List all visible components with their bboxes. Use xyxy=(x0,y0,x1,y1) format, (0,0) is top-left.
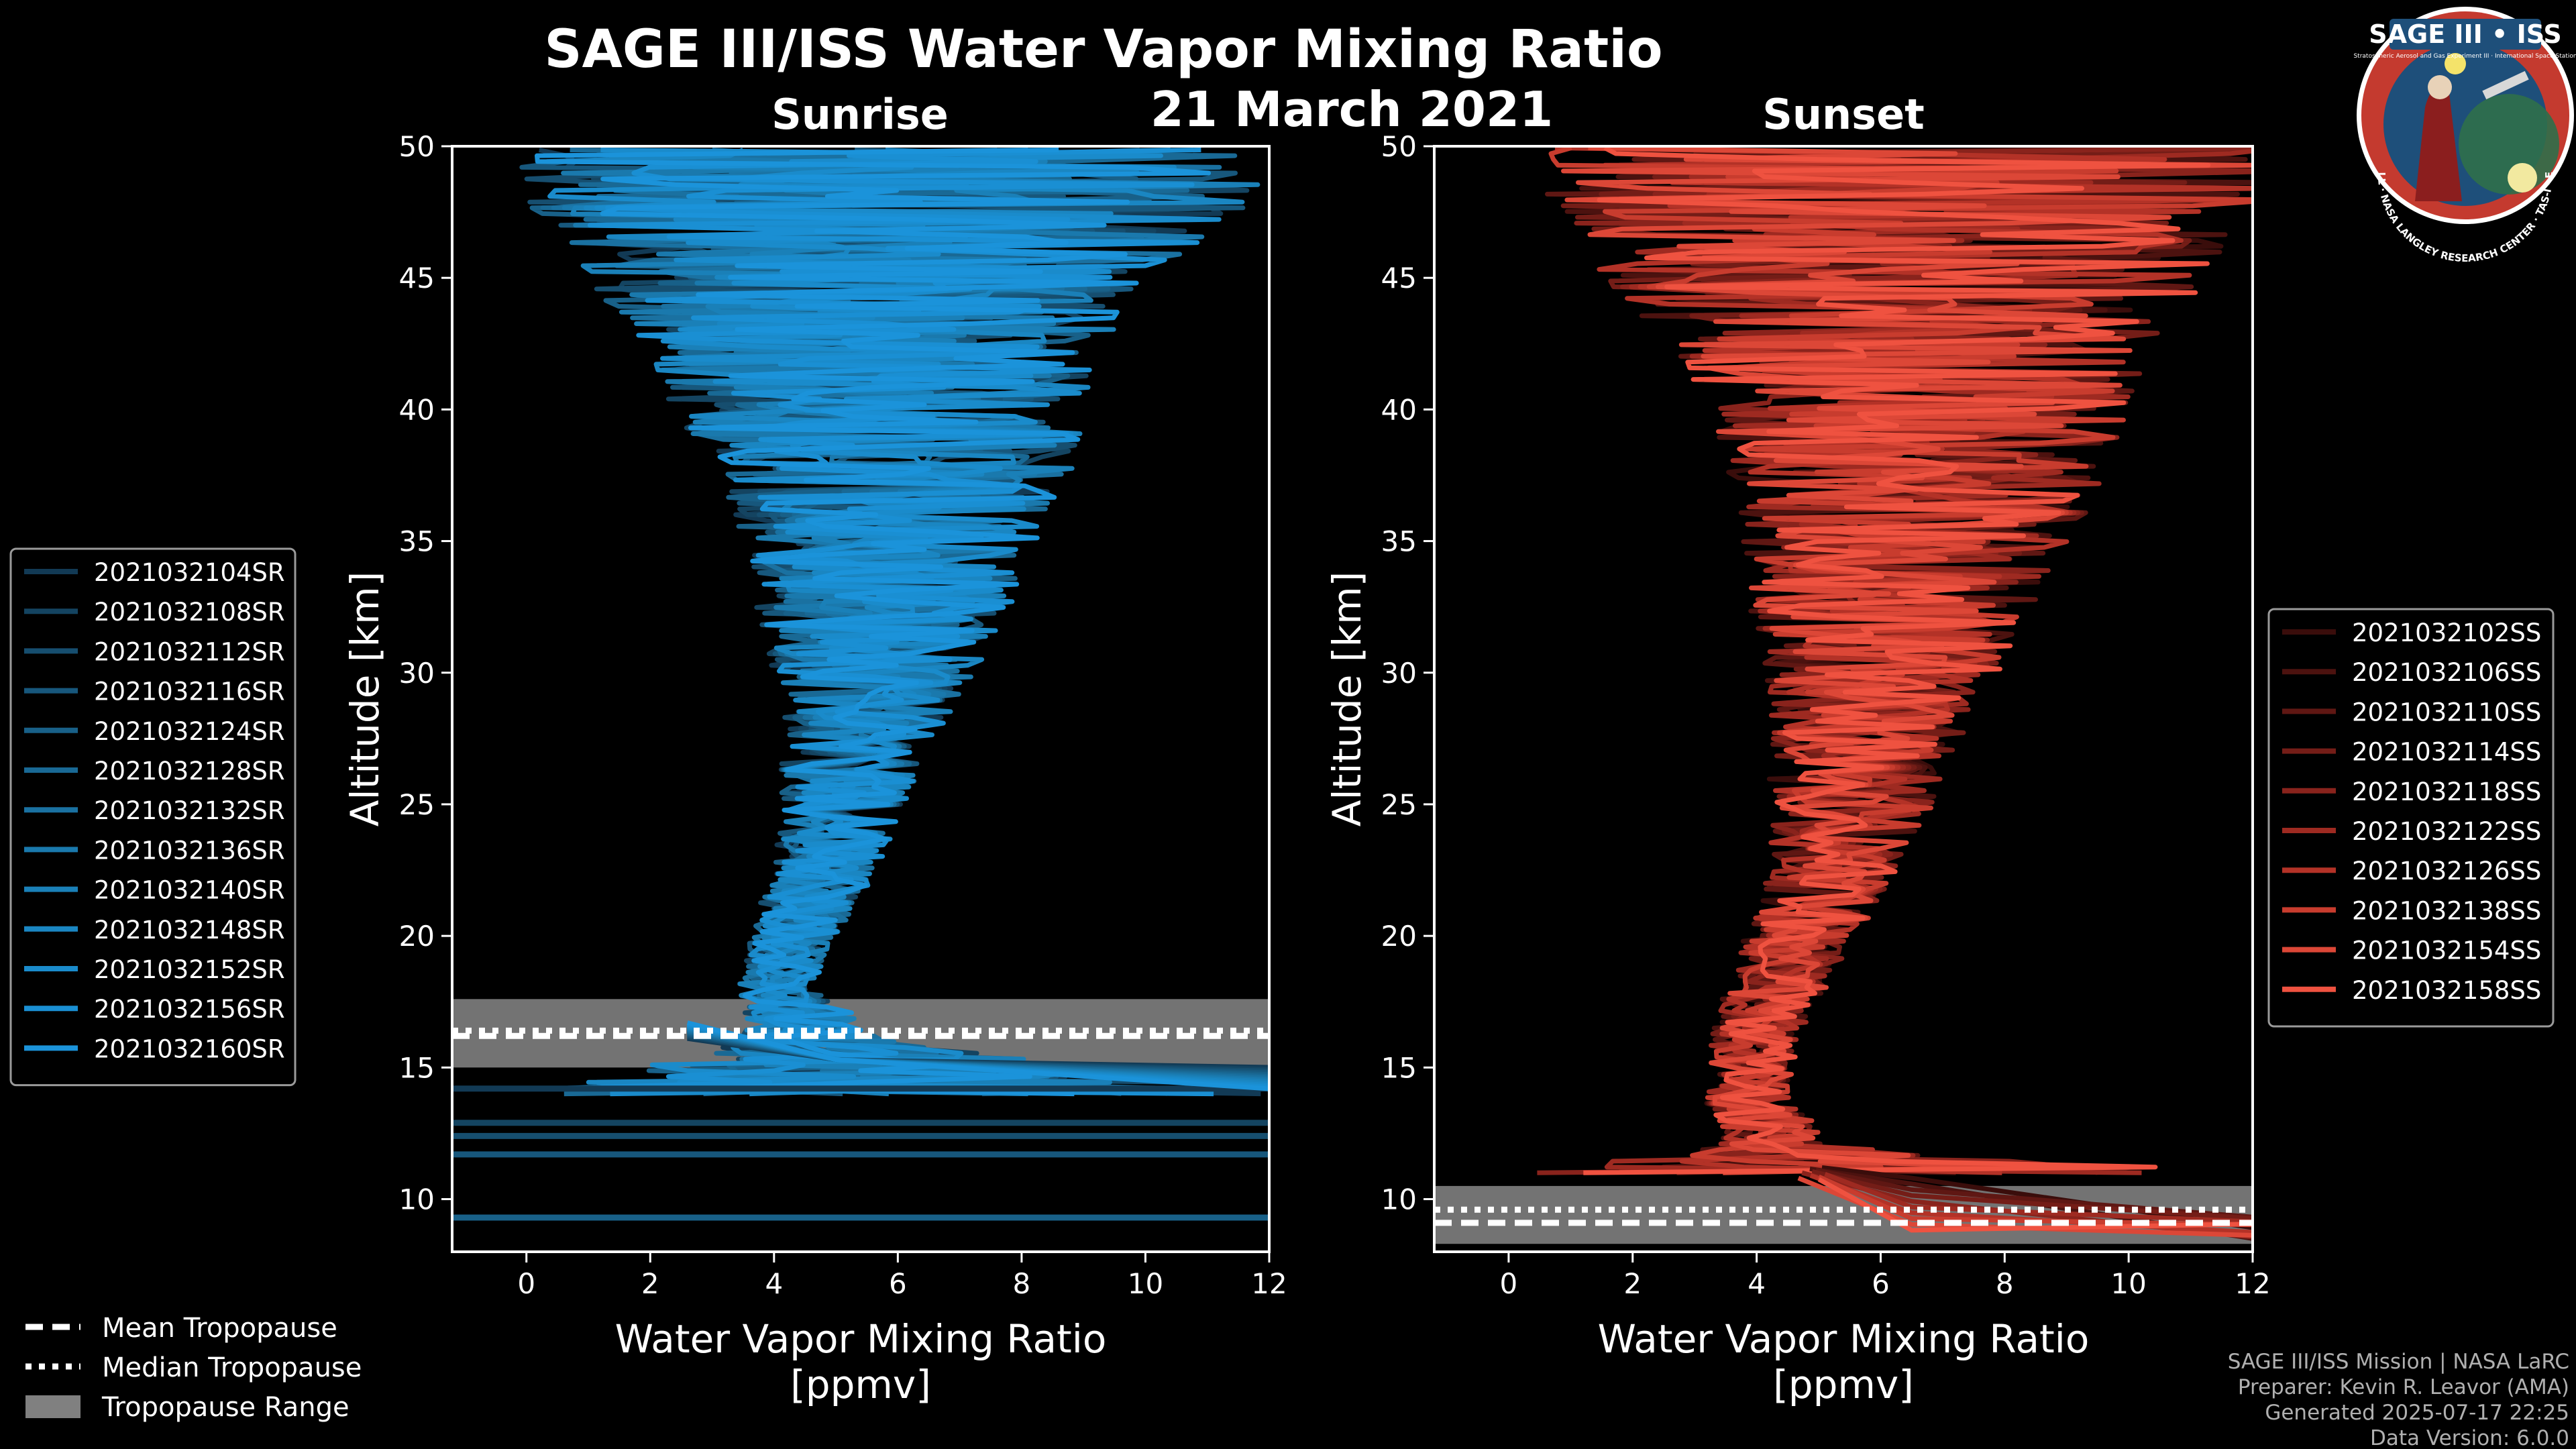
sunset-xtick-label: 12 xyxy=(2235,1267,2270,1300)
sunset-legend-entry: 2021032126SS xyxy=(2352,857,2541,885)
sunrise-xtick-label: 0 xyxy=(517,1267,535,1300)
sunset-xlabel: Water Vapor Mixing Ratio xyxy=(1598,1316,2090,1362)
sunset-legend: 2021032102SS 2021032106SS 2021032110SS 2021… xyxy=(2267,608,2555,1028)
sunset-ytick-label: 35 xyxy=(1381,525,1417,558)
sunrise-legend: 2021032104SR 2021032108SR 2021032112SR 2021… xyxy=(9,547,297,1087)
sunset-lower-profile-2021032158SS xyxy=(1817,1177,2253,1233)
sunrise-legend-entry: 2021032128SR xyxy=(94,757,285,786)
sunset-subtitle: Sunset xyxy=(1762,90,1925,139)
logo-moon-icon xyxy=(2508,163,2537,193)
sunrise-ylabel: Altitude [km] xyxy=(342,572,388,826)
sunrise-xtick-label: 2 xyxy=(641,1267,659,1300)
logo-station-icon xyxy=(2482,70,2529,100)
sunrise-legend-entry: 2021032160SR xyxy=(94,1034,285,1063)
tropopause-range-label: Tropopause Range xyxy=(101,1392,350,1423)
sunset-ytick-label: 30 xyxy=(1381,657,1417,690)
sunset-lower-profile-2021032122SS xyxy=(1824,1171,2253,1224)
sunset-xtick-label: 8 xyxy=(1996,1267,2014,1300)
sunset-ytick-label: 25 xyxy=(1381,788,1417,821)
sunrise-xlabel: Water Vapor Mixing Ratio xyxy=(615,1316,1107,1362)
sunset-xtick-label: 4 xyxy=(1748,1267,1766,1300)
sunset-axes-frame xyxy=(1433,145,2254,1253)
logo-subtitle: Stratospheric Aerosol and Gas Experiment… xyxy=(2353,53,2576,60)
sunrise-legend-entry: 2021032104SR xyxy=(94,558,285,587)
sunrise-panel: 0 2 4 6 8 10 12 10 15 20 25 30 35 40 45 50 Water Vapor M… xyxy=(342,130,1287,1407)
sunrise-ytick-label: 25 xyxy=(399,788,435,821)
sunset-ytick-label: 40 xyxy=(1381,393,1417,426)
logo-head-icon xyxy=(2428,75,2452,99)
sunrise-xlabel: [ppmv] xyxy=(790,1362,931,1407)
footer-data-version: Data Version: 6.0.0 xyxy=(2370,1426,2569,1449)
sunrise-ytick-label: 15 xyxy=(399,1051,435,1084)
sunset-legend-entry: 2021032102SS xyxy=(2352,619,2541,647)
footer-credits: SAGE III/ISS Mission | NASA LaRC Prepare… xyxy=(2228,1350,2569,1449)
sunrise-ytick-label: 30 xyxy=(399,657,435,690)
sunset-ytick-label: 50 xyxy=(1381,130,1417,163)
sunset-lower-profile-2021032154SS xyxy=(1797,1175,2253,1238)
sunset-plot-content xyxy=(1434,146,2253,1244)
logo-sun-icon xyxy=(2445,53,2466,74)
sunrise-xtick-label: 10 xyxy=(1128,1267,1163,1300)
sunset-ytick-label: 15 xyxy=(1381,1051,1417,1084)
sunrise-legend-entry: 2021032140SR xyxy=(94,876,285,905)
sunrise-legend-entry: 2021032132SR xyxy=(94,796,285,825)
sunset-profile-2021032158SS xyxy=(1583,146,2211,1175)
sunset-xtick-label: 0 xyxy=(1500,1267,1518,1300)
logo-title: SAGE III • ISS xyxy=(2369,19,2562,49)
sunrise-xtick-label: 8 xyxy=(1013,1267,1031,1300)
footer-generated: Generated 2025-07-17 22:25 xyxy=(2265,1401,2569,1425)
footer-preparer: Preparer: Kevin R. Leavor (AMA) xyxy=(2238,1375,2569,1399)
tropopause-legend: Mean Tropopause Median Tropopause Tropop… xyxy=(25,1313,362,1423)
sunrise-legend-entry: 2021032152SR xyxy=(94,955,285,984)
sunset-ytick-label: 45 xyxy=(1381,262,1417,294)
sunset-xtick-label: 10 xyxy=(2110,1267,2146,1300)
sunset-legend-entry: 2021032154SS xyxy=(2352,936,2541,965)
sunrise-ytick-label: 10 xyxy=(399,1183,435,1216)
sunrise-legend-entry: 2021032112SR xyxy=(94,637,285,666)
sunrise-legend-entry: 2021032116SR xyxy=(94,678,285,706)
sunrise-legend-entry: 2021032148SR xyxy=(94,916,285,945)
sunset-ytick-label: 20 xyxy=(1381,920,1417,953)
sunset-legend-entry: 2021032122SS xyxy=(2352,817,2541,846)
sunset-xtick-label: 2 xyxy=(1623,1267,1642,1300)
sunset-legend-entry: 2021032106SS xyxy=(2352,658,2541,687)
sunrise-ytick-label: 45 xyxy=(399,262,435,294)
sunrise-xtick-label: 6 xyxy=(889,1267,907,1300)
figure-title: SAGE III/ISS Water Vapor Mixing Ratio xyxy=(544,19,1662,80)
sunrise-subtitle: Sunrise xyxy=(771,90,949,139)
sunset-legend-entry: 2021032158SS xyxy=(2352,976,2541,1005)
sunset-ytick-label: 10 xyxy=(1381,1183,1417,1216)
tropopause-range-swatch xyxy=(25,1395,80,1418)
sunset-xtick-label: 6 xyxy=(1872,1267,1890,1300)
logo-figure-icon xyxy=(2415,86,2462,201)
sunrise-ytick-label: 50 xyxy=(399,130,435,163)
median-tropopause-label: Median Tropopause xyxy=(102,1352,362,1383)
sunrise-xtick-label: 4 xyxy=(765,1267,783,1300)
sunset-legend-entry: 2021032114SS xyxy=(2352,738,2541,767)
sunset-legend-box xyxy=(2267,608,2555,1028)
sunrise-legend-entry: 2021032124SR xyxy=(94,717,285,746)
sunset-panel: 0 2 4 6 8 10 12 10 15 20 25 30 35 40 45 50 Water Vapor M… xyxy=(1324,130,2271,1407)
sunset-legend-entry: 2021032110SS xyxy=(2352,698,2541,727)
logo-title-plate xyxy=(2390,19,2541,50)
sunrise-ytick-label: 40 xyxy=(399,393,435,426)
sunrise-legend-entry: 2021032156SR xyxy=(94,995,285,1024)
sunrise-ytick-label: 35 xyxy=(399,525,435,558)
sunrise-profile-2021032160SR xyxy=(535,148,1212,1097)
sunrise-xtick-label: 12 xyxy=(1251,1267,1287,1300)
sunrise-legend-entry: 2021032136SR xyxy=(94,836,285,865)
sunrise-axes-frame xyxy=(451,145,1271,1253)
sunset-ylabel: Altitude [km] xyxy=(1324,572,1370,826)
sunrise-legend-box xyxy=(9,547,297,1087)
figure-date: 21 March 2021 xyxy=(1150,81,1553,138)
sunset-legend-entry: 2021032138SS xyxy=(2352,896,2541,925)
sunrise-legend-entry: 2021032108SR xyxy=(94,598,285,627)
sunset-legend-entry: 2021032118SS xyxy=(2352,777,2541,806)
mean-tropopause-label: Mean Tropopause xyxy=(102,1313,337,1344)
sunrise-plot-content xyxy=(452,148,1269,1221)
sunrise-ytick-label: 20 xyxy=(399,920,435,953)
sunset-xlabel: [ppmv] xyxy=(1773,1362,1914,1407)
footer-mission: SAGE III/ISS Mission | NASA LaRC xyxy=(2228,1350,2569,1374)
